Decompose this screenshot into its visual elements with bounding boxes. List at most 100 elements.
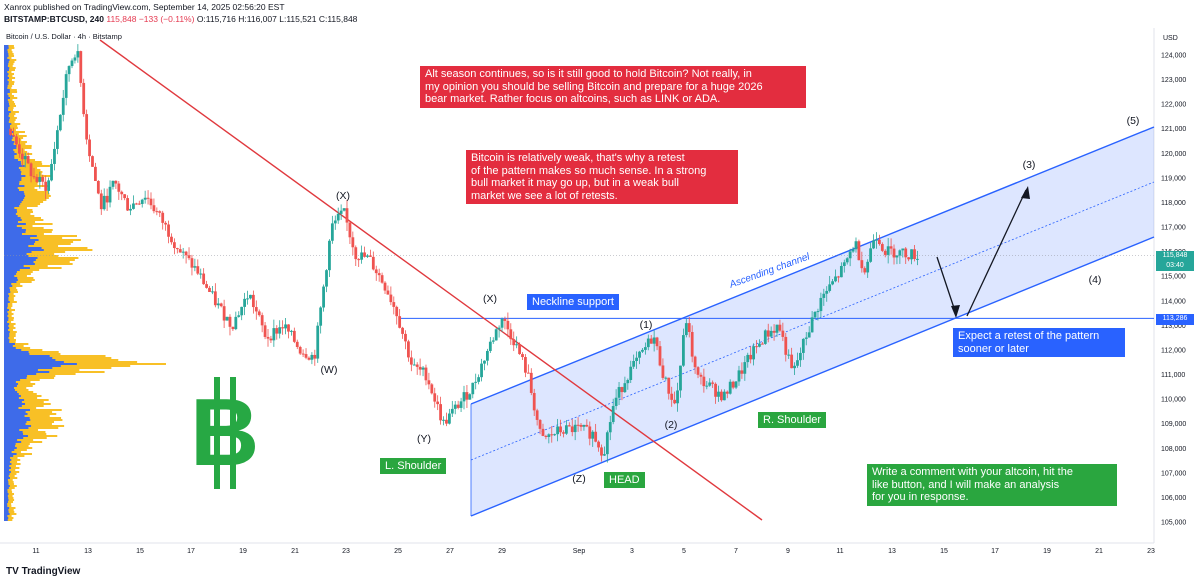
- candle-body: [146, 197, 150, 199]
- volume-profile-bar-core: [4, 401, 22, 403]
- volume-profile-bar-core: [4, 389, 16, 391]
- retest-note: Expect a retest of the pattern sooner or…: [953, 328, 1125, 357]
- candle-body: [617, 387, 621, 398]
- candle-body: [137, 203, 141, 205]
- volume-profile-bar: [4, 403, 51, 405]
- candle-body: [132, 203, 135, 209]
- volume-profile-bar-core: [4, 75, 8, 77]
- volume-profile-bar: [4, 439, 34, 441]
- volume-profile-bar-core: [4, 253, 27, 255]
- volume-profile-bar: [4, 139, 22, 141]
- volume-profile-bar: [4, 469, 16, 471]
- volume-profile-bar: [4, 261, 70, 263]
- close-value: C:115,848: [318, 14, 358, 24]
- volume-profile-bar-core: [4, 49, 8, 51]
- y-tick-label: 123,000: [1161, 77, 1186, 84]
- volume-profile-bar-core: [4, 489, 8, 491]
- candle-body: [374, 269, 378, 274]
- candle-body: [857, 241, 861, 261]
- candle-body: [415, 364, 419, 367]
- candle-body: [550, 434, 554, 436]
- candle-body: [488, 341, 492, 351]
- volume-profile-bar: [4, 103, 16, 105]
- volume-profile-bar: [4, 395, 42, 397]
- volume-profile-bar: [4, 363, 166, 365]
- volume-profile-bar: [4, 173, 42, 175]
- candle-body: [500, 319, 504, 328]
- volume-profile-bar-core: [4, 475, 9, 477]
- volume-profile-bar-core: [4, 473, 10, 475]
- candle-body: [254, 307, 258, 312]
- volume-profile-bar-core: [4, 287, 10, 289]
- volume-profile-bar-core: [4, 257, 38, 259]
- open-value: O:115,716: [196, 14, 236, 24]
- volume-profile-bar: [4, 457, 18, 459]
- wave-label: (1): [640, 319, 653, 331]
- volume-profile-bar-core: [4, 343, 15, 345]
- candle-body: [278, 327, 282, 334]
- volume-profile-bar-core: [4, 229, 26, 231]
- volume-profile-bar: [4, 519, 13, 521]
- volume-profile-bar-core: [4, 357, 53, 359]
- volume-profile-bar: [4, 389, 29, 391]
- candle-body: [134, 203, 138, 205]
- volume-profile-bar-core: [4, 279, 18, 281]
- volume-profile-bar-core: [4, 421, 27, 423]
- candle-body: [275, 328, 279, 334]
- candle-body: [208, 287, 211, 292]
- volume-profile-bar-core: [4, 483, 9, 485]
- candle-body: [266, 336, 270, 339]
- volume-profile-bar-core: [4, 149, 14, 151]
- candle-body: [638, 351, 641, 358]
- volume-profile-bar-core: [4, 427, 29, 429]
- candle-body: [281, 327, 285, 329]
- candle-body: [752, 346, 756, 360]
- candle-body: [553, 434, 557, 436]
- volume-profile-bar-core: [4, 465, 10, 467]
- volume-profile-bar-core: [4, 463, 12, 465]
- candle-body: [810, 317, 814, 333]
- volume-profile-bar: [4, 245, 59, 247]
- volume-profile-bar: [4, 243, 71, 245]
- candle-body: [564, 425, 568, 434]
- volume-profile-bar: [4, 515, 12, 517]
- volume-profile-bar: [4, 275, 27, 277]
- x-tick-label: 7: [734, 548, 738, 555]
- volume-profile-bar: [4, 307, 12, 309]
- volume-profile-bar: [4, 341, 16, 343]
- wave-label: (2): [665, 419, 678, 431]
- volume-profile-bar-core: [4, 255, 29, 257]
- candle-body: [796, 360, 799, 366]
- volume-profile-bar-core: [4, 363, 77, 365]
- volume-profile-bar: [4, 147, 32, 149]
- candle-body: [913, 249, 916, 260]
- candle-body: [442, 419, 445, 421]
- volume-profile-bar: [4, 117, 17, 119]
- volume-profile-bar: [4, 289, 18, 291]
- y-tick-label: 109,000: [1161, 421, 1186, 428]
- volume-profile-bar-core: [4, 307, 8, 309]
- volume-profile-bar: [4, 401, 44, 403]
- volume-profile-bar: [4, 169, 41, 171]
- candle-body: [143, 197, 147, 200]
- candle-body: [196, 266, 200, 274]
- wave-label: (W): [321, 364, 338, 376]
- volume-profile-bar: [4, 143, 26, 145]
- volume-profile-bar-core: [4, 193, 25, 195]
- candle-body: [292, 330, 296, 342]
- volume-profile-bar-core: [4, 163, 22, 165]
- volume-profile-bar-core: [4, 269, 20, 271]
- volume-profile-bar-core: [4, 197, 25, 199]
- candle-body: [319, 307, 323, 326]
- candle-body: [149, 198, 153, 206]
- volume-profile-bar-core: [4, 277, 18, 279]
- volume-profile-bar-core: [4, 457, 11, 459]
- volume-profile-bar: [4, 449, 27, 451]
- x-tick-label: 13: [888, 548, 896, 555]
- volume-profile-bar: [4, 145, 32, 147]
- candle-body: [164, 222, 168, 225]
- candle-body: [190, 258, 194, 268]
- candle-body: [641, 349, 644, 352]
- volume-profile-bar: [4, 51, 13, 53]
- candle-body: [769, 330, 773, 337]
